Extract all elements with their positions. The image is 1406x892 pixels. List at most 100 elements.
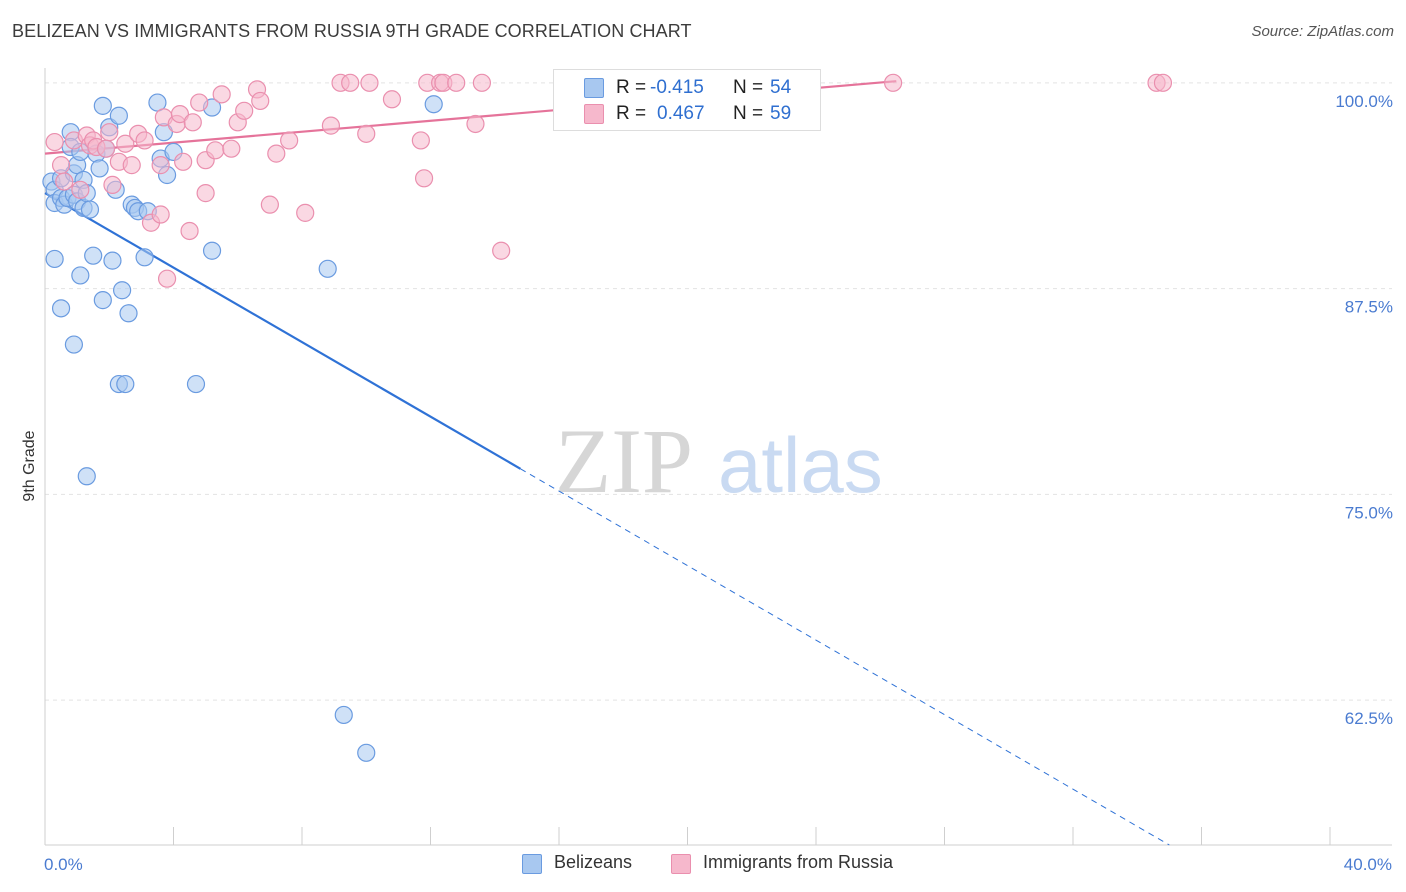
legend-r-value: -0.415 [650,77,704,98]
russia-point [170,104,190,124]
russia-point [883,73,903,92]
russia-point [360,73,379,92]
belizean-point [135,248,154,267]
belizean-point [116,374,135,394]
belizean-point [71,266,90,285]
russia-point [157,269,177,288]
russia-point [55,172,74,191]
y-axis-label: 9th Grade [21,430,38,501]
y-tick-label: 62.5% [1345,709,1393,728]
chart-title: BELIZEAN VS IMMIGRANTS FROM RUSSIA 9TH G… [12,21,692,41]
russia-point [414,169,434,188]
y-tick-label: 87.5% [1345,298,1393,317]
correlation-legend: R = -0.415 N = 54 R = 0.467 N = 59 [553,69,821,131]
source-label: Source: ZipAtlas.com [1251,23,1394,40]
legend-r-label: R = [616,77,647,98]
russia-point [296,203,315,222]
x-tick-label-min: 0.0% [44,855,83,874]
belizean-point [186,374,206,394]
legend-row-russia: R = 0.467 N = 59 [554,101,820,127]
legend-swatch-blue [584,78,604,98]
y-tick-labels: 100.0% 87.5% 75.0% 62.5% [1335,92,1393,728]
russia-point [341,73,360,92]
belizean-point [424,95,443,114]
russia-point [103,175,122,194]
russia-point [45,132,64,152]
legend-swatch-pink [584,104,604,124]
axes [44,68,1392,846]
russia-point [190,93,209,112]
russia-point [135,131,154,150]
russia-point [122,156,141,175]
legend-n-value: 54 [770,77,792,98]
legend-n-value: 59 [770,103,792,124]
russia-point [183,113,202,132]
belizean-point [103,251,122,270]
legend-n-label: N = [733,103,764,124]
russia-point [472,73,491,92]
watermark: ZIP atlas [555,410,883,512]
russia-point [212,85,231,104]
russia-point [466,114,485,134]
russia-point [411,131,430,150]
russia-point [235,101,254,120]
russia-point [321,116,341,135]
belizean-point [318,259,337,278]
belizeans-swatch [522,854,542,874]
russia-point [96,139,116,158]
watermark-zip: ZIP [555,410,693,512]
russia-point [206,141,225,160]
russia-point [100,123,119,142]
belizean-point [119,304,138,323]
belizeans-trend-line [44,192,522,470]
belizean-point [202,241,222,260]
russia-point [447,73,466,92]
belizean-point [51,299,71,318]
belizean-point [334,705,353,725]
legend-r-value: 0.467 [657,103,705,124]
russia-point [151,205,170,224]
russia-point [51,156,71,175]
y-tick-label: 100.0% [1335,92,1393,111]
legend-row-belizeans: R = -0.415 N = 54 [554,75,820,101]
legend-n-label: N = [733,77,764,98]
belizeans-trend-extension [520,468,1170,846]
gridlines [45,82,1392,701]
russia-point [280,131,299,150]
russia-label: Immigrants from Russia [703,852,894,872]
belizean-point [109,106,128,125]
russia-point [116,134,135,153]
russia-point [357,124,376,143]
russia-point [151,156,170,175]
data-points [42,73,1173,762]
russia-point [174,152,193,171]
russia-point [180,221,199,241]
belizean-point [84,246,103,265]
belizean-point [77,467,96,486]
russia-swatch [671,854,691,874]
belizean-point [93,291,112,310]
russia-point [71,180,90,199]
russia-point [267,144,286,163]
russia-point [222,139,241,158]
russia-point [196,184,215,203]
russia-point [492,241,511,260]
belizean-point [80,200,100,219]
belizean-point [90,159,109,178]
belizean-point [45,249,64,269]
russia-point [260,195,279,214]
watermark-atlas: atlas [718,421,883,509]
legend-r-label: R = [616,103,647,124]
russia-point [382,90,402,109]
x-tick-labels: 0.0% 40.0% [44,855,1392,874]
belizean-point [93,96,112,115]
belizean-point [357,743,376,762]
y-tick-label: 75.0% [1345,503,1393,522]
belizean-point [64,335,84,354]
x-tick-label-max: 40.0% [1344,855,1392,874]
russia-point [1153,73,1173,92]
belizeans-label: Belizeans [554,852,633,872]
russia-point [251,91,270,111]
belizean-point [112,281,132,300]
